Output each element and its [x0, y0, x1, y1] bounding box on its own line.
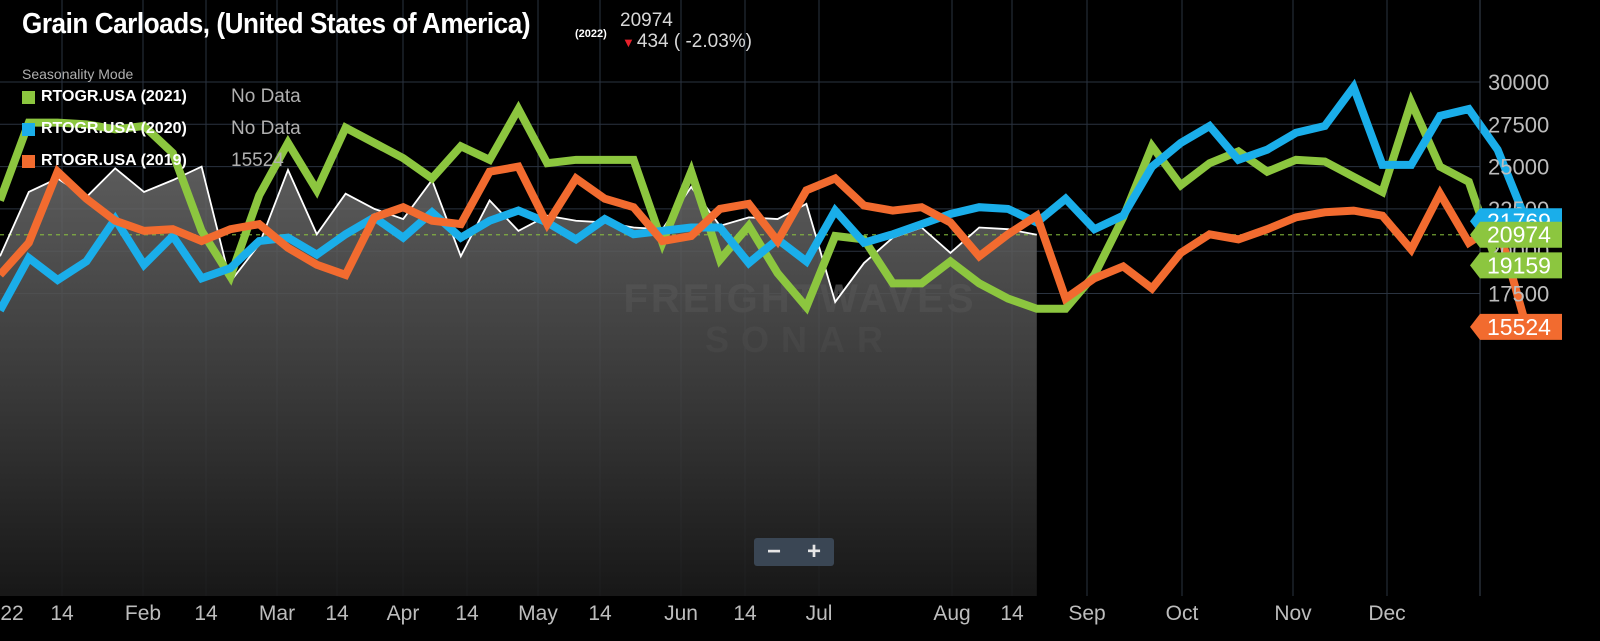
y-tick-label: 27500 — [1488, 112, 1549, 137]
change-text: 434 ( -2.03%) — [636, 31, 752, 52]
legend-name-2019: RTOGR.USA (2019) — [41, 152, 187, 169]
y-tick-label: 25000 — [1488, 155, 1549, 180]
x-tick-label: Aug — [933, 602, 970, 625]
end-label-text: 15524 — [1487, 314, 1551, 340]
legend-item-2021[interactable]: RTOGR.USA (2021) No Data — [22, 86, 301, 108]
y-tick-label: 17500 — [1488, 282, 1549, 307]
x-tick-label: 14 — [733, 602, 757, 625]
legend-value-2020: No Data — [231, 118, 301, 139]
x-tick-label: 14 — [1000, 602, 1024, 625]
current-value: 20974 — [620, 10, 673, 31]
end-label-text: 19159 — [1487, 252, 1551, 278]
legend-swatch-2020 — [22, 122, 35, 136]
seasonality-mode-label: Seasonality Mode — [22, 66, 134, 82]
x-tick-label: 14 — [325, 602, 349, 625]
x-tick-label: 14 — [455, 602, 479, 625]
x-tick-label: Jun — [664, 602, 698, 625]
legend-swatch-2021 — [22, 90, 35, 104]
x-tick-label: 22 — [0, 602, 23, 625]
zoom-in-button[interactable]: + — [806, 538, 821, 565]
legend-swatch-2019 — [22, 154, 35, 168]
legend-name-2021: RTOGR.USA (2021) — [41, 88, 187, 105]
chart-title: Grain Carloads, (United States of Americ… — [22, 8, 531, 40]
x-tick-label: Sep — [1068, 602, 1105, 625]
x-tick-label: Mar — [259, 602, 295, 625]
legend-item-2020[interactable]: RTOGR.USA (2020) No Data — [22, 118, 301, 140]
x-tick-label: Feb — [125, 602, 161, 625]
x-tick-label: 14 — [50, 602, 74, 625]
series-line-2019 — [0, 162, 1531, 329]
x-tick-label: 14 — [588, 602, 612, 625]
x-tick-label: Jul — [806, 602, 833, 625]
end-label: 15524 — [1470, 313, 1562, 340]
zoom-control: − + — [754, 538, 834, 566]
x-tick-label: Nov — [1274, 602, 1312, 625]
legend-value-2019: 15524 — [231, 150, 284, 171]
x-tick-label: Dec — [1368, 602, 1405, 625]
x-tick-label: Oct — [1166, 602, 1199, 625]
end-label: 20974 — [1470, 221, 1562, 248]
change-indicator: ▼ 434 ( -2.03%) — [622, 31, 752, 53]
series-line-2020 — [0, 78, 1531, 313]
x-tick-label: Apr — [387, 602, 420, 625]
title-year-tag: (2022) — [575, 28, 607, 40]
x-tick-label: May — [518, 602, 558, 625]
legend-value-2021: No Data — [231, 86, 301, 107]
down-arrow-icon: ▼ — [622, 35, 635, 50]
end-label: 19159 — [1470, 252, 1562, 279]
legend-name-2020: RTOGR.USA (2020) — [41, 120, 187, 137]
y-tick-label: 30000 — [1488, 70, 1549, 95]
legend-item-2019[interactable]: RTOGR.USA (2019) 15524 — [22, 150, 284, 172]
zoom-out-button[interactable]: − — [766, 538, 781, 565]
end-label-text: 20974 — [1487, 222, 1551, 248]
x-tick-label: 14 — [194, 602, 218, 625]
series-line-2022 — [0, 165, 1037, 304]
